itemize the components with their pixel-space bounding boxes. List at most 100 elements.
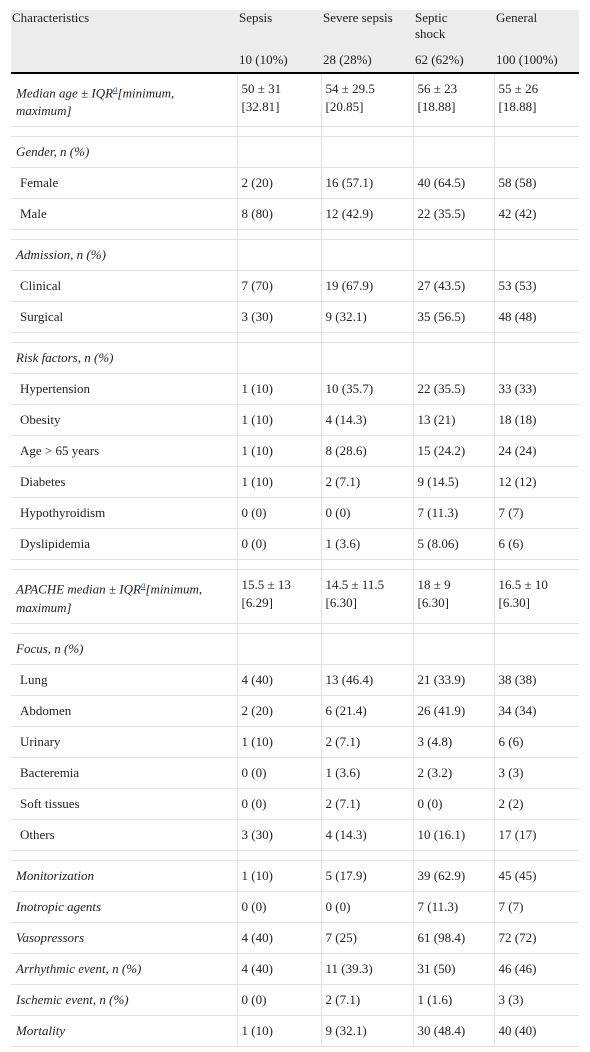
value-cell: 7 (70) xyxy=(236,270,322,303)
data-table: Characteristics Sepsis 10 (10%) Severe seps… xyxy=(11,10,579,1047)
value-cell: 21 (33.9) xyxy=(412,664,495,696)
row-label: APACHE median ± IQRa[minimum, maximum] xyxy=(11,569,238,624)
row-label: Diabetes xyxy=(11,466,238,499)
header-cell: Septic shock 62 (62%) xyxy=(413,10,494,74)
spacer-row xyxy=(11,126,579,138)
value-cell: 1 (3.6) xyxy=(320,757,414,789)
value-cell: 2 (7.1) xyxy=(320,788,414,820)
value-cell: 2 (20) xyxy=(236,167,322,200)
value-cell: 3 (3) xyxy=(493,984,579,1016)
value-cell: 40 (64.5) xyxy=(412,167,495,200)
spacer-cell xyxy=(412,126,495,138)
value-cell: 4 (40) xyxy=(236,953,322,985)
value-cell: 45 (45) xyxy=(493,860,579,892)
value-line: 18 ± 9 xyxy=(417,577,451,593)
spacer-cell xyxy=(320,559,414,571)
value-cell: 11 (39.3) xyxy=(320,953,414,985)
data-row: Bacteremia 0 (0) 1 (3.6) 2 (3.2) 3 (3) xyxy=(11,757,579,789)
value-line: [6.29] xyxy=(241,595,273,611)
spacer-cell xyxy=(320,126,414,138)
value-cell: 18 (18) xyxy=(493,404,579,437)
value-cell: 2 (2) xyxy=(493,788,579,820)
value-line: 54 ± 29.5 xyxy=(325,81,375,96)
header-name: Severe sepsis xyxy=(323,10,393,25)
value-cell: 3 (30) xyxy=(236,819,322,851)
value-cell: 54 ± 29.5 [20.85] xyxy=(320,73,414,128)
value-cell: 39 (62.9) xyxy=(412,860,495,892)
row-label: Surgical xyxy=(11,301,238,334)
value-cell: 38 (38) xyxy=(493,664,579,696)
empty-cell xyxy=(493,239,579,272)
data-row: Lung 4 (40) 13 (46.4) 21 (33.9) 38 (38) xyxy=(11,664,579,696)
row-label: Arrhythmic event, n (%) xyxy=(11,953,238,985)
value-cell: 2 (20) xyxy=(236,695,322,727)
row-label: Dyslipidemia xyxy=(11,528,238,561)
spacer-cell xyxy=(320,850,414,861)
value-cell: 1 (1.6) xyxy=(412,984,495,1016)
value-line: [18.88] xyxy=(498,99,537,114)
empty-cell xyxy=(320,633,414,665)
spacer-cell xyxy=(320,623,414,634)
value-cell: 1 (10) xyxy=(236,435,322,468)
value-cell: 34 (34) xyxy=(493,695,579,727)
value-cell: 61 (98.4) xyxy=(412,922,495,954)
value-cell: 72 (72) xyxy=(493,922,579,954)
value-cell: 8 (80) xyxy=(236,198,322,231)
value-cell: 58 (58) xyxy=(493,167,579,200)
header-cell: General 100 (100%) xyxy=(494,10,579,74)
section-row: Admission, n (%) xyxy=(11,239,579,272)
value-cell: 42 (42) xyxy=(493,198,579,231)
value-cell: 6 (6) xyxy=(493,726,579,758)
header-content: Septic shock 62 (62%) xyxy=(415,10,478,68)
value-cell: 7 (7) xyxy=(493,497,579,530)
value-cell: 48 (48) xyxy=(493,301,579,334)
value-cell: 3 (4.8) xyxy=(412,726,495,758)
value-cell: 22 (35.5) xyxy=(412,373,495,406)
footnote-link[interactable]: a xyxy=(140,580,146,591)
header-cell: Characteristics xyxy=(11,10,237,74)
value-cell: 0 (0) xyxy=(236,788,322,820)
value-line: [18.88] xyxy=(417,99,456,114)
section-row: Risk factors, n (%) xyxy=(11,342,579,375)
value-cell: 0 (0) xyxy=(236,891,322,923)
section-row: Focus, n (%) xyxy=(11,633,579,665)
value-cell: 22 (35.5) xyxy=(412,198,495,231)
row-label: Ischemic event, n (%) xyxy=(11,984,238,1016)
data-row: Male 8 (80) 12 (42.9) 22 (35.5) 42 (42) xyxy=(11,198,579,231)
value-cell: 0 (0) xyxy=(236,497,322,530)
value-cell: 18 ± 9 [6.30] xyxy=(412,569,495,624)
value-cell: 10 (16.1) xyxy=(412,819,495,851)
row-label: Obesity xyxy=(11,404,238,437)
spacer-cell xyxy=(11,623,238,634)
value-cell: 30 (48.4) xyxy=(412,1015,495,1047)
header-count: 28 (28%) xyxy=(323,52,372,67)
value-cell: 0 (0) xyxy=(320,497,414,530)
value-cell: 2 (7.1) xyxy=(320,984,414,1016)
value-cell: 10 (35.7) xyxy=(320,373,414,406)
value-cell: 9 (14.5) xyxy=(412,466,495,499)
spacer-row xyxy=(11,850,579,861)
spacer-cell xyxy=(11,229,238,241)
value-cell: 0 (0) xyxy=(412,788,495,820)
value-cell: 13 (21) xyxy=(412,404,495,437)
value-cell: 6 (21.4) xyxy=(320,695,414,727)
value-cell: 15.5 ± 13 [6.29] xyxy=(236,569,322,624)
header-name: Sepsis xyxy=(239,10,273,25)
footnote-link[interactable]: a xyxy=(113,84,118,94)
spacer-row xyxy=(11,559,579,571)
label-text: Median age ± IQR xyxy=(16,85,114,101)
row-label: Lung xyxy=(11,664,238,696)
header-content: General 100 (100%) xyxy=(496,10,577,68)
empty-cell xyxy=(412,633,495,665)
spacer-cell xyxy=(236,126,322,138)
row-label: Hypothyroidism xyxy=(11,497,238,530)
label-range: [minimum, maximum] xyxy=(16,85,175,119)
value-cell: 5 (8.06) xyxy=(412,528,495,561)
spacer-cell xyxy=(11,126,238,138)
spacer-cell xyxy=(11,850,238,861)
data-row: Female 2 (20) 16 (57.1) 40 (64.5) 58 (58) xyxy=(11,167,579,200)
empty-cell xyxy=(236,633,322,665)
value-line: [20.85] xyxy=(325,99,364,114)
empty-cell xyxy=(493,136,579,169)
row-label: Age > 65 years xyxy=(11,435,238,468)
